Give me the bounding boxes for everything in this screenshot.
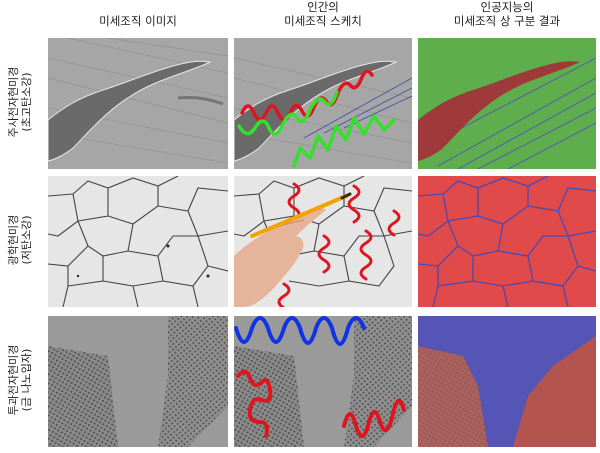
column-title-ai-segmentation: 인공지능의 미세조직 상 구분 결과	[453, 0, 561, 28]
row-label-tem: 투과전자현미경 (금 나노입자)	[7, 344, 33, 416]
row-label-optical: 광학현미경 (저탄소강)	[7, 214, 33, 266]
row-label-sem: 주사전자현미경 (초고탄소강)	[7, 66, 33, 138]
optical-micrograph	[48, 176, 228, 307]
sketch-red-stroke-right	[342, 398, 406, 438]
tem-human-sketch	[234, 316, 412, 447]
sketch-red-stroke-left	[236, 369, 273, 438]
column-title-original: 미세조직 이미지	[99, 14, 177, 28]
sketch-green-stroke-2	[292, 114, 396, 168]
tem-micrograph	[48, 316, 228, 447]
hand-with-pencil	[234, 192, 352, 307]
sem-micrograph	[48, 38, 228, 169]
sem-ai-result	[418, 38, 596, 169]
tem-ai-result	[418, 316, 596, 447]
optical-human-sketch	[234, 176, 412, 307]
sketch-green-stroke-1	[237, 90, 339, 136]
optical-ai-result	[418, 176, 596, 307]
sketch-blue-stroke	[234, 316, 366, 346]
sem-human-sketch	[234, 38, 412, 169]
column-title-human-sketch: 인간의 미세조직 스케치	[284, 0, 362, 28]
